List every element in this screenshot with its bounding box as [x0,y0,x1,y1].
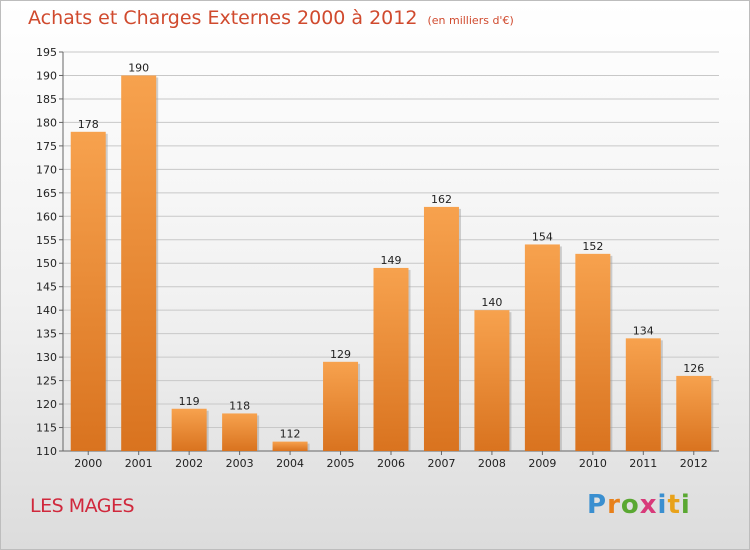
y-tick-label: 130 [36,351,57,364]
value-label: 154 [532,230,553,243]
x-tick-label: 2001 [125,457,153,470]
y-tick-label: 140 [36,304,57,317]
value-label: 129 [330,348,351,361]
x-tick-label: 2007 [427,457,455,470]
logo-letter: r [607,490,621,520]
y-tick-label: 115 [36,422,57,435]
bar-2004 [272,441,308,451]
logo-letter: i [680,490,691,520]
y-tick-label: 120 [36,398,57,411]
y-tick-label: 185 [36,93,57,106]
x-tick-label: 2006 [377,457,405,470]
bar-2005 [323,361,359,451]
x-tick-label: 2002 [175,457,203,470]
value-label: 152 [582,240,603,253]
title-text: Achats et Charges Externes 2000 à 2012 [28,7,418,29]
chart-title: Achats et Charges Externes 2000 à 2012 (e… [28,7,514,29]
y-tick-label: 110 [36,445,57,458]
proxiti-logo[interactable]: Proxiti [587,490,691,520]
value-label: 178 [78,118,99,131]
y-tick-label: 125 [36,375,57,388]
value-label: 119 [179,395,200,408]
y-tick-label: 150 [36,257,57,270]
y-tick-label: 170 [36,163,57,176]
bar-2010 [575,253,611,451]
x-tick-label: 2011 [629,457,657,470]
y-tick-label: 180 [36,116,57,129]
bar-2012 [676,375,712,451]
x-tick-label: 2004 [276,457,304,470]
bar-2000 [70,131,106,452]
value-label: 118 [229,399,250,412]
x-tick-label: 2008 [478,457,506,470]
y-tick-label: 135 [36,328,57,341]
y-tick-label: 145 [36,281,57,294]
logo-letter: i [657,490,668,520]
unit-label: (en milliers d'€) [427,14,514,27]
bar-2003 [222,413,258,451]
y-tick-label: 160 [36,210,57,223]
x-tick-label: 2003 [226,457,254,470]
bar-2011 [625,338,661,451]
logo-letter: t [667,490,681,520]
value-labels: 178 190 119 118 112 129 149 162 140 154 152 134 126 [78,61,705,440]
value-label: 126 [683,362,704,375]
logo-letter: o [620,490,640,520]
bar-2008 [474,310,510,451]
bar-2002 [171,408,207,451]
value-label: 162 [431,193,452,206]
x-tick-label: 2000 [74,457,102,470]
bars [70,75,714,452]
x-tick-label: 2005 [327,457,355,470]
x-tick-labels: 2000 2001 2002 2003 2004 2005 2006 2007 2008 2009… [74,451,708,470]
y-tick-label: 155 [36,234,57,247]
x-tick-label: 2012 [680,457,708,470]
value-label: 190 [128,61,149,74]
y-tick-label: 175 [36,140,57,153]
value-label: 140 [481,296,502,309]
y-tick-label: 165 [36,187,57,200]
y-tick-label: 195 [36,46,57,59]
value-label: 134 [633,324,654,337]
logo-letter: x [639,490,658,520]
bar-2009 [524,244,560,451]
bar-2006 [373,267,409,451]
logo-letter: P [587,490,608,520]
x-tick-label: 2009 [528,457,556,470]
y-tick-label: 190 [36,69,57,82]
value-label: 149 [381,254,402,267]
bar-2001 [121,75,157,452]
y-tick-labels: 110 115 120 125 130 135 140 145 150 155 160 165 170 1… [36,46,63,458]
value-label: 112 [280,428,301,441]
place-name: LES MAGES [30,495,135,517]
bar-2007 [423,206,459,451]
x-tick-label: 2010 [579,457,607,470]
